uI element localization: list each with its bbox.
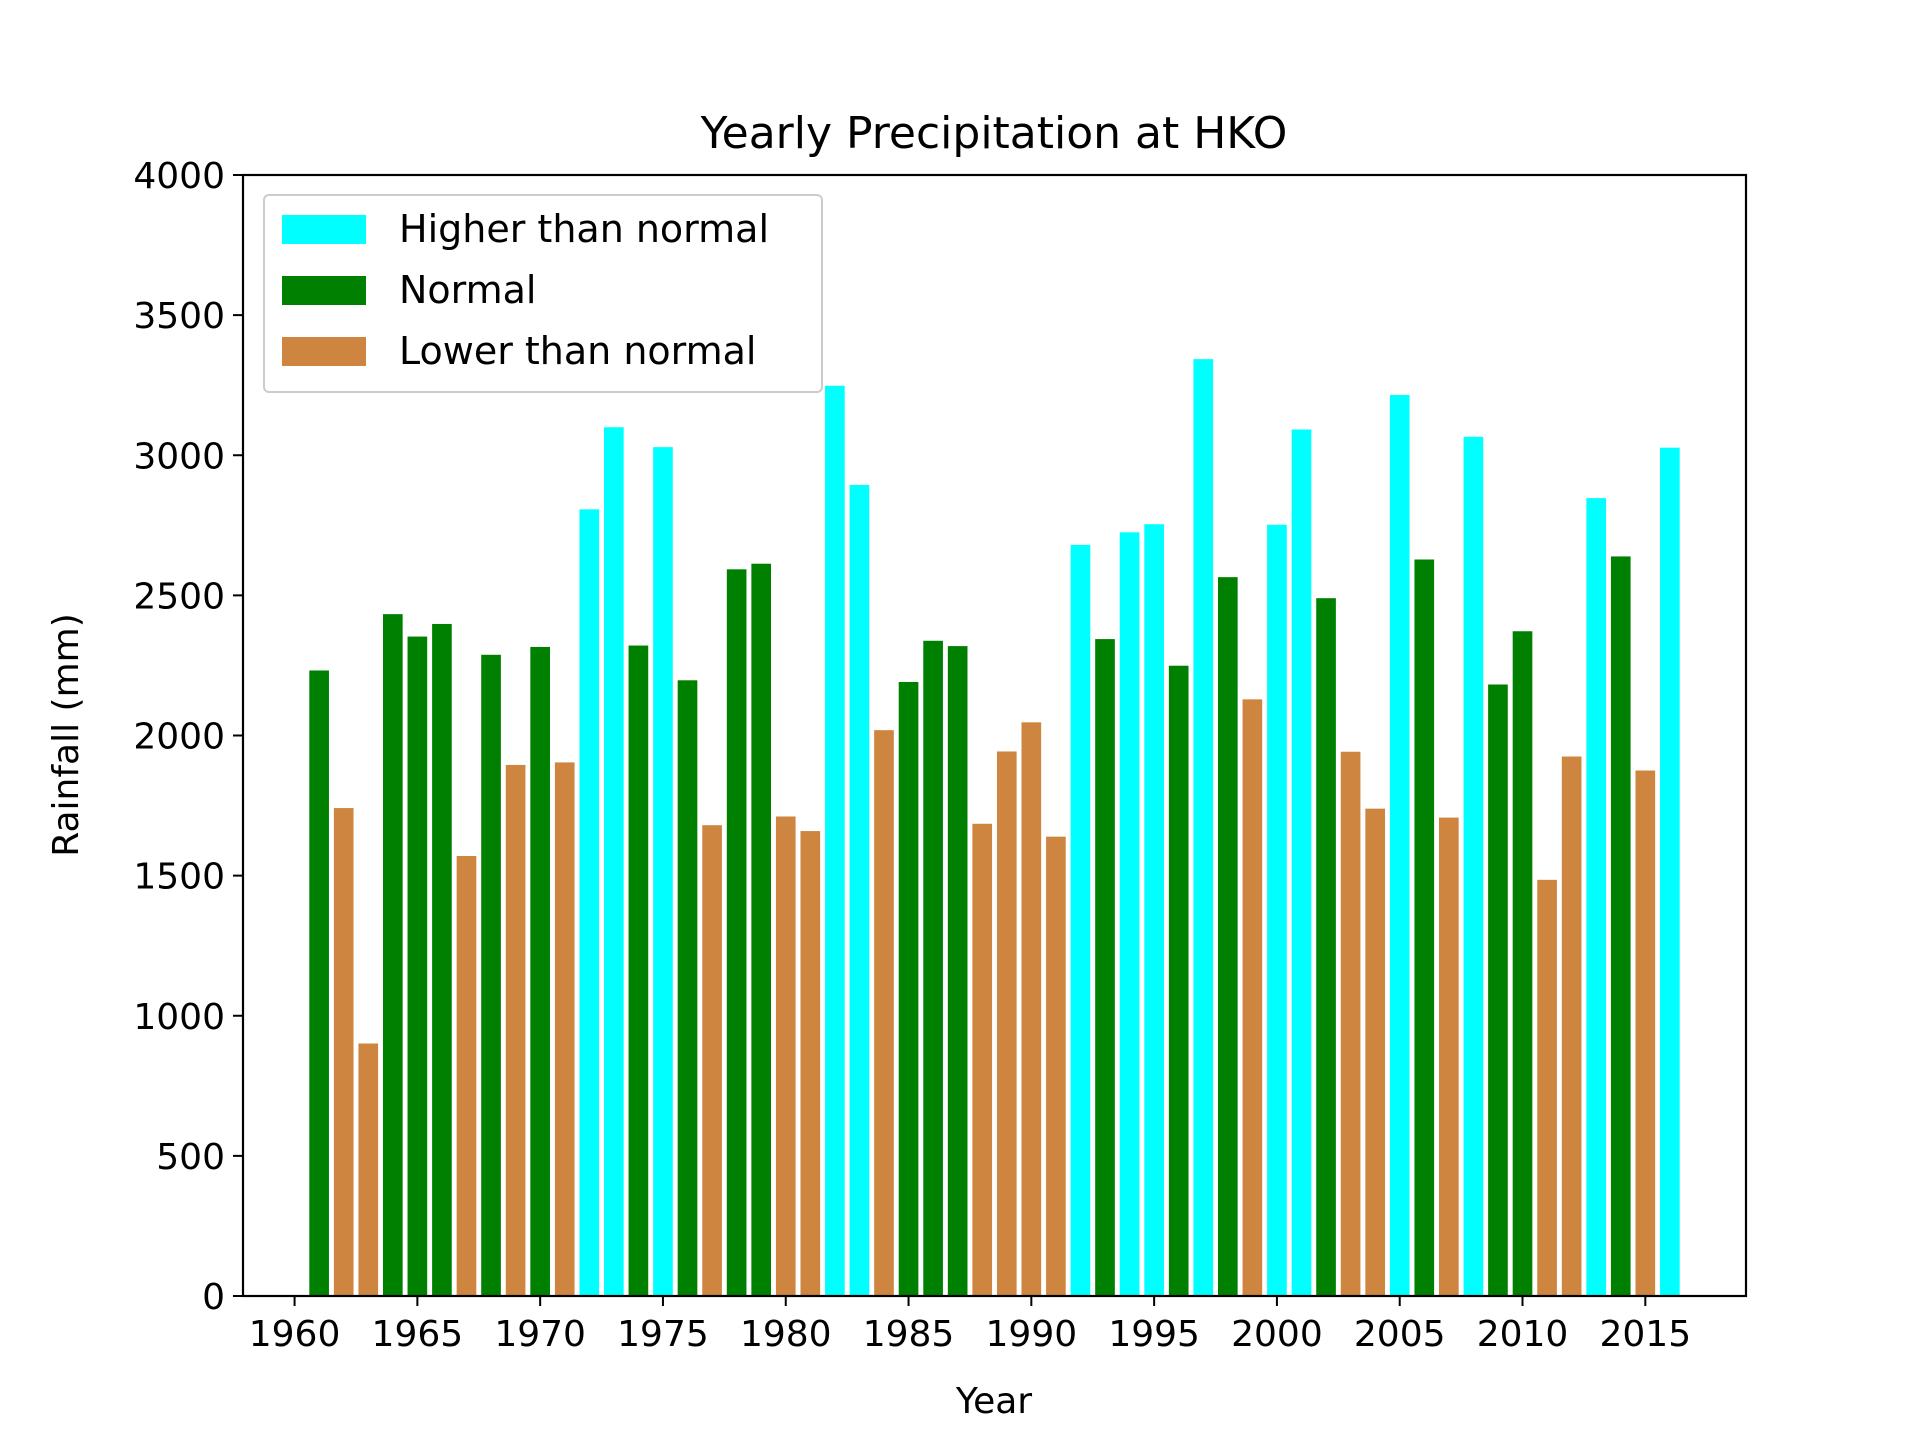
bar-2001 <box>1291 429 1312 1297</box>
x-tick-label: 1960 <box>249 1314 341 1355</box>
x-tick-label: 2010 <box>1477 1314 1569 1355</box>
legend-swatch <box>282 276 366 305</box>
bar-1966 <box>432 623 452 1296</box>
y-tick-label: 4000 <box>133 156 225 197</box>
y-axis-label: Rainfall (mm) <box>46 613 87 857</box>
y-tick-label: 2500 <box>133 576 225 617</box>
x-tick-label: 1975 <box>617 1314 709 1355</box>
bar-1962 <box>333 808 354 1296</box>
y-tick-label: 2000 <box>133 717 225 758</box>
bar-1998 <box>1217 577 1238 1296</box>
bar-1983 <box>849 484 870 1297</box>
bar-1979 <box>751 563 772 1296</box>
legend-label: Lower than normal <box>399 329 757 373</box>
x-tick-label: 1990 <box>986 1314 1078 1355</box>
bar-2016 <box>1660 447 1680 1296</box>
bar-1991 <box>1046 836 1066 1296</box>
bar-1980 <box>775 816 796 1296</box>
bar-1986 <box>923 640 943 1296</box>
bar-2006 <box>1414 559 1435 1296</box>
bar-1974 <box>628 645 649 1296</box>
bar-2010 <box>1512 631 1533 1296</box>
legend-box <box>263 194 823 393</box>
bar-2008 <box>1463 436 1484 1296</box>
x-tick-label: 1995 <box>1108 1314 1200 1355</box>
x-tick-label: 2000 <box>1231 1314 1323 1355</box>
bar-1973 <box>604 427 624 1297</box>
y-tick-label: 1500 <box>133 857 225 898</box>
y-tick-label: 1000 <box>133 997 225 1038</box>
bar-2014 <box>1610 556 1631 1296</box>
bar-1961 <box>309 670 329 1296</box>
bar-1972 <box>579 509 600 1297</box>
bar-1985 <box>898 681 919 1296</box>
bar-1987 <box>947 646 968 1296</box>
bar-2007 <box>1439 817 1459 1296</box>
bar-1982 <box>825 385 845 1296</box>
legend-swatch <box>282 215 366 244</box>
bar-1988 <box>972 823 993 1296</box>
bar-1995 <box>1144 524 1164 1296</box>
bar-2005 <box>1389 395 1410 1296</box>
bar-1978 <box>726 569 747 1296</box>
bar-1981 <box>800 831 821 1296</box>
bar-1999 <box>1242 699 1263 1296</box>
bar-1968 <box>481 654 501 1296</box>
x-tick-label: 1985 <box>863 1314 955 1355</box>
x-tick-label: 1970 <box>494 1314 586 1355</box>
x-axis-label: Year <box>955 1381 1032 1422</box>
legend-swatch <box>282 337 366 366</box>
bar-1989 <box>996 751 1017 1296</box>
bar-1977 <box>702 825 722 1296</box>
bar-2011 <box>1537 879 1557 1296</box>
bar-2015 <box>1635 770 1656 1296</box>
x-tick-label: 1980 <box>740 1314 832 1355</box>
bar-1993 <box>1095 639 1115 1296</box>
bar-1970 <box>530 646 550 1296</box>
bar-1990 <box>1021 722 1042 1296</box>
bar-1994 <box>1119 532 1140 1296</box>
bar-2013 <box>1586 498 1607 1296</box>
bar-1997 <box>1193 359 1214 1296</box>
bar-2002 <box>1316 598 1336 1296</box>
y-tick-label: 0 <box>202 1277 225 1318</box>
bar-2000 <box>1267 524 1287 1296</box>
bar-2012 <box>1561 756 1582 1296</box>
x-tick-label: 1965 <box>372 1314 464 1355</box>
bar-1975 <box>653 447 673 1296</box>
x-tick-label: 2015 <box>1599 1314 1691 1355</box>
bar-2004 <box>1365 808 1385 1296</box>
bar-1963 <box>358 1043 379 1296</box>
bar-1976 <box>677 680 698 1296</box>
bar-1984 <box>874 730 894 1296</box>
bar-1971 <box>554 762 575 1296</box>
y-axis: 0 500 1000 1500 2000 2500 3000 3500 4000 <box>133 156 243 1318</box>
legend-label: Normal <box>399 268 537 312</box>
y-tick-label: 3500 <box>133 296 225 337</box>
x-tick-label: 2005 <box>1354 1314 1446 1355</box>
bar-1992 <box>1070 544 1091 1296</box>
legend: Higher than normal Normal Lower than norma… <box>263 194 823 393</box>
bar-2003 <box>1340 751 1361 1296</box>
bar-1969 <box>505 764 526 1296</box>
bar-2009 <box>1488 684 1508 1296</box>
y-tick-label: 3000 <box>133 436 225 477</box>
legend-label: Higher than normal <box>399 207 769 251</box>
bar-1964 <box>382 614 403 1296</box>
chart-title: Yearly Precipitation at HKO <box>700 108 1288 159</box>
bar-1967 <box>456 856 477 1296</box>
x-axis: 1960 1965 1970 1975 1980 1985 1990 1995 2000 2005… <box>249 1296 1691 1355</box>
bars-group <box>309 359 1680 1297</box>
y-tick-label: 500 <box>156 1137 225 1178</box>
bar-1965 <box>407 636 428 1296</box>
bar-1996 <box>1168 665 1189 1296</box>
